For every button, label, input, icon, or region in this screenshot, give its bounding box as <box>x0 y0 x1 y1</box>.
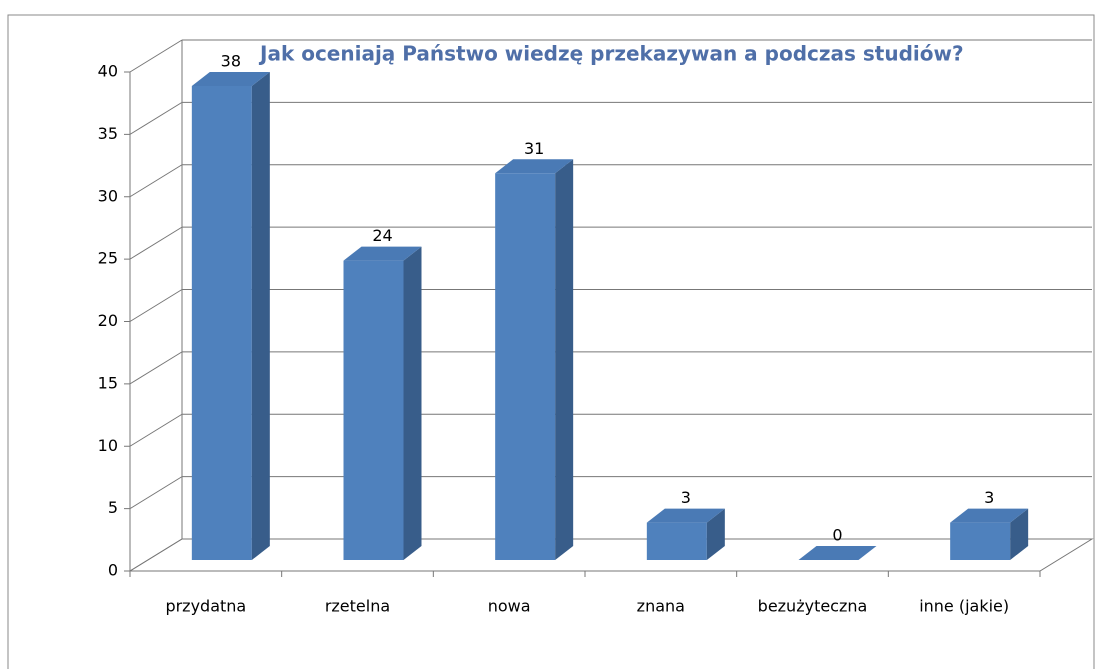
bar <box>495 159 574 560</box>
y-tick-label: 0 <box>108 561 118 580</box>
grid-line-side <box>129 289 183 322</box>
bar-top <box>798 546 877 560</box>
bar-front <box>646 522 707 560</box>
grid-line-side <box>129 164 183 198</box>
bar-top <box>646 508 725 523</box>
chart-border <box>7 14 1095 669</box>
value-label: 31 <box>524 139 544 158</box>
y-tick-label: 5 <box>108 498 118 517</box>
bar-front <box>191 85 252 560</box>
x-tick-label: inne (jakie) <box>919 597 1009 616</box>
bar-side <box>403 246 422 560</box>
x-tick-label: znana <box>637 597 685 616</box>
value-label: 3 <box>681 488 691 507</box>
bar-side <box>251 71 270 560</box>
bar-front <box>950 522 1011 560</box>
y-tick-label: 25 <box>98 249 118 268</box>
bar-top <box>950 508 1029 523</box>
x-tick-label: nowa <box>488 597 531 616</box>
bar-top <box>495 159 574 174</box>
bar-top <box>191 71 270 86</box>
bar-side <box>1010 508 1029 560</box>
grid-line-side <box>129 351 183 385</box>
floor <box>128 538 1094 572</box>
y-tick-label: 35 <box>98 124 118 143</box>
value-label: 24 <box>372 226 392 245</box>
bar <box>950 508 1029 560</box>
grid-line-side <box>129 226 183 260</box>
grid-line-side <box>129 538 183 572</box>
x-tick-label: przydatna <box>165 597 246 616</box>
x-tick-label: bezużyteczna <box>758 597 868 616</box>
y-tick-label: 10 <box>98 436 118 455</box>
grid-line-side <box>129 476 183 510</box>
bar-side <box>555 159 574 560</box>
value-label: 0 <box>832 526 842 545</box>
x-tick-label: rzetelna <box>325 597 390 616</box>
grid-line-side <box>129 101 183 135</box>
bar-side <box>706 508 725 560</box>
value-label: 3 <box>984 488 994 507</box>
y-tick-label: 40 <box>98 62 118 81</box>
bar <box>191 71 270 560</box>
grid-line-side <box>129 413 183 447</box>
grid-line-side <box>129 39 183 73</box>
value-label: 38 <box>221 51 241 70</box>
bar-front <box>495 173 556 560</box>
bar <box>343 246 422 560</box>
bar <box>798 546 877 560</box>
y-tick-label: 20 <box>98 311 118 330</box>
chart-title: Jak oceniają Państwo wiedzę przekazywan … <box>258 42 964 66</box>
bar-front <box>343 260 404 560</box>
y-tick-label: 15 <box>98 373 118 392</box>
y-tick-label: 30 <box>98 186 118 205</box>
bar <box>646 508 725 560</box>
bar-top <box>343 246 422 261</box>
